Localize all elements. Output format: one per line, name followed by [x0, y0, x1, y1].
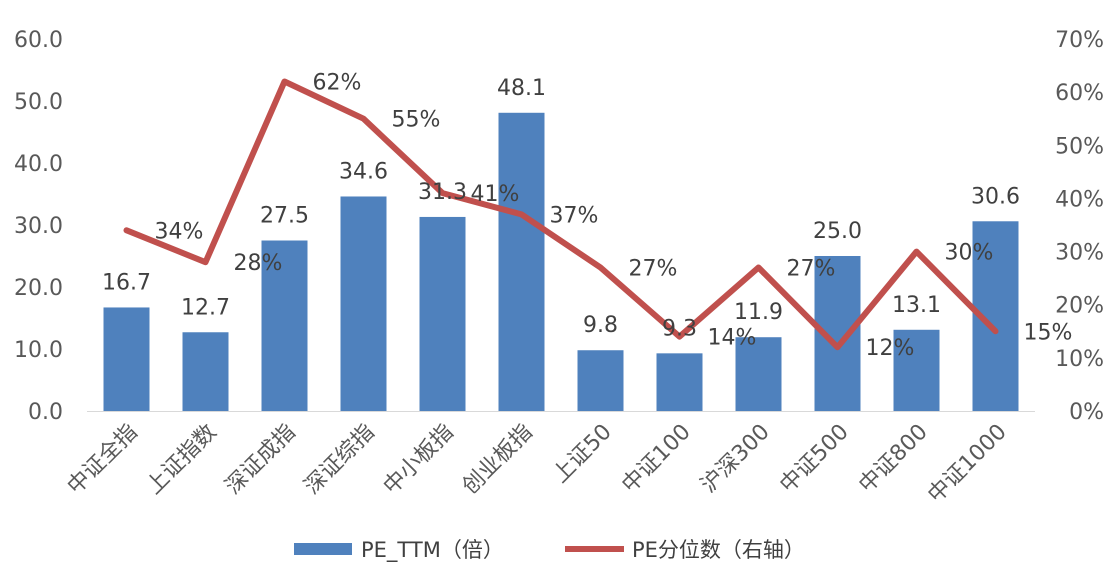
left-axis-tick: 10.0 [14, 338, 63, 363]
line-value-label: 55% [392, 108, 441, 133]
left-axis-tick: 50.0 [14, 90, 63, 115]
right-axis-tick: 50% [1055, 134, 1104, 159]
line-value-label: 15% [1024, 320, 1073, 345]
bar-value-label: 9.8 [583, 313, 618, 338]
right-axis-tick: 10% [1055, 347, 1104, 372]
category-label: 中证100 [617, 420, 695, 498]
line-value-label: 62% [313, 71, 362, 96]
bar-value-label: 30.6 [971, 184, 1020, 209]
category-label: 创业板指 [458, 420, 538, 500]
line-value-label: 12% [866, 336, 915, 361]
right-axis-tick: 40% [1055, 187, 1104, 212]
bar [182, 332, 229, 411]
category-label: 深证成指 [221, 420, 301, 500]
category-label: 中证1000 [923, 420, 1011, 508]
category-label: 上证50 [548, 420, 617, 489]
bar-value-label: 9.3 [662, 316, 697, 341]
line-value-label: 27% [629, 257, 678, 282]
legend-label-bar: PE_TTM（倍） [361, 538, 504, 563]
category-label: 中证500 [775, 420, 853, 498]
axes: 0.0 10.0 20.0 30.0 40.0 50.0 60.0 0% 10% 20% 30% 40… [14, 28, 1104, 425]
category-label: 中小板指 [379, 420, 459, 500]
bar-value-label: 34.6 [339, 159, 388, 184]
bar [893, 329, 940, 411]
bar-value-label: 11.9 [734, 300, 783, 325]
category-label: 上证指数 [142, 420, 222, 500]
bar-value-label: 12.7 [181, 295, 230, 320]
bar-value-label: 48.1 [497, 76, 546, 101]
bar [735, 337, 782, 411]
legend-swatch-bar [294, 543, 352, 555]
right-axis-tick: 60% [1055, 81, 1104, 106]
bar [419, 216, 466, 411]
pe-percentile-line [123, 78, 999, 351]
bar-value-label: 16.7 [102, 270, 151, 295]
line-value-label: 37% [550, 203, 599, 228]
line-value-label: 34% [155, 219, 204, 244]
bar [498, 112, 545, 411]
line-value-label: 30% [945, 241, 994, 266]
right-axis-tick: 30% [1055, 241, 1104, 266]
left-axis-tick: 40.0 [14, 152, 63, 177]
left-axis-tick: 0.0 [28, 400, 63, 425]
legend-label-line: PE分位数（右轴） [632, 538, 805, 562]
right-axis-tick: 0% [1069, 400, 1104, 425]
line-series [123, 78, 999, 351]
bar-value-label: 27.5 [260, 204, 309, 229]
data-labels: 16.7 12.7 27.5 34.6 31.3 48.1 9.8 9.3 11.9 25.0 13… [102, 71, 1072, 362]
bar-value-label: 25.0 [813, 219, 862, 244]
right-axis-tick: 20% [1055, 294, 1104, 319]
line-value-label: 28% [234, 251, 283, 276]
line-value-label: 41% [471, 182, 520, 207]
bar [340, 196, 387, 411]
bar-series [103, 112, 1019, 411]
left-axis-tick: 60.0 [14, 28, 63, 53]
category-labels: 中证全指 上证指数 深证成指 深证综指 中小板指 创业板指 上证50 中证100 沪深300 中证… [63, 420, 1012, 508]
bar [103, 307, 150, 411]
bar-value-label: 31.3 [418, 180, 467, 205]
category-label: 中证全指 [63, 420, 143, 500]
line-value-label: 14% [708, 326, 757, 351]
bar [577, 350, 624, 411]
category-label: 中证800 [854, 420, 932, 498]
right-axis-tick: 70% [1055, 28, 1104, 53]
left-axis-tick: 30.0 [14, 214, 63, 239]
bar [656, 353, 703, 411]
bar [261, 240, 308, 411]
category-label: 深证综指 [300, 420, 380, 500]
bar-value-label: 13.1 [892, 293, 941, 318]
line-value-label: 27% [787, 257, 836, 282]
left-axis-tick: 20.0 [14, 276, 63, 301]
category-label: 沪深300 [696, 420, 774, 498]
legend: PE_TTM（倍） PE分位数（右轴） [294, 538, 805, 563]
